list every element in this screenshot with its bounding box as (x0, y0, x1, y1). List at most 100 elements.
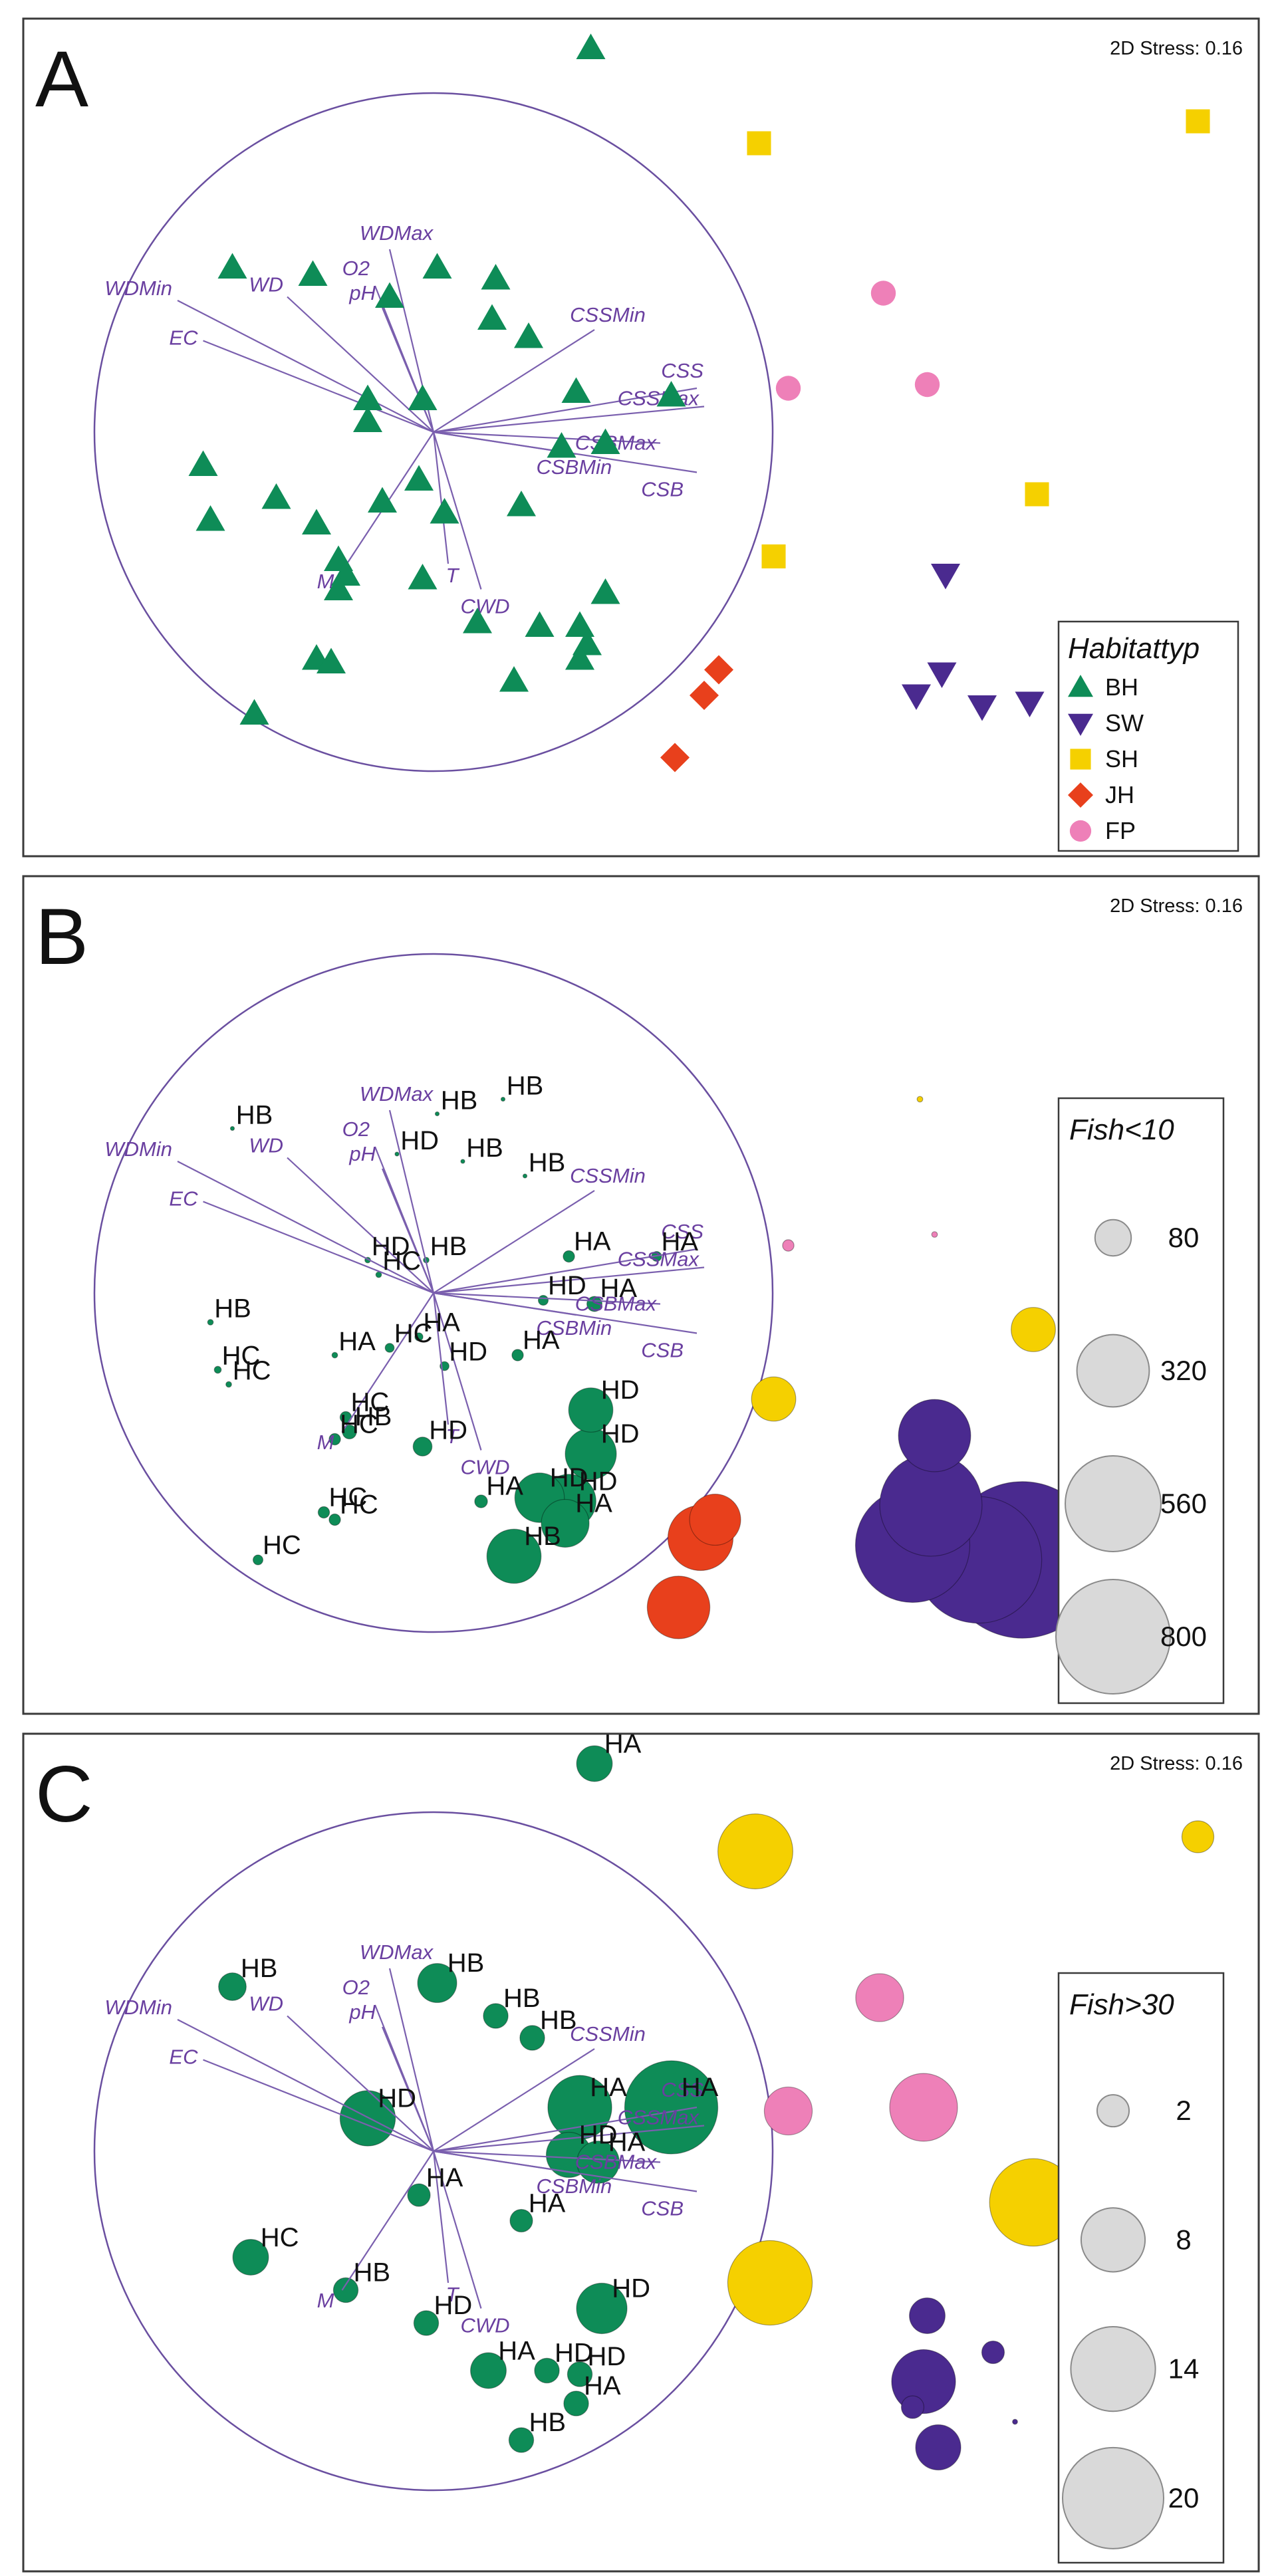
site-label: HC (350, 1388, 389, 1417)
site-label: HC (263, 1531, 301, 1560)
vector-arrow (388, 1968, 435, 2152)
bubble-fp (763, 2086, 813, 2136)
vector-label: O2 (342, 1976, 370, 1999)
bubble-bh (434, 1111, 440, 1117)
vector-label: CSSMax (618, 2106, 700, 2129)
site-label: HA (423, 1308, 460, 1338)
vector-arrow (388, 1110, 435, 1294)
bubble-bh (537, 1294, 549, 1306)
site-label: HA (574, 1227, 611, 1256)
vector-arrow (177, 1161, 434, 1294)
site-label: HA (498, 2336, 535, 2365)
bubble-sh (1011, 1307, 1056, 1352)
site-label: HD (449, 1337, 487, 1366)
bubble-bh (522, 1173, 528, 1179)
vector-arrow (433, 431, 661, 444)
site-marker-fp (914, 372, 940, 398)
site-marker-bh (217, 253, 247, 279)
site-label: HD (429, 1415, 467, 1445)
vector-label: WD (249, 1992, 283, 2016)
vector-arrow (432, 2151, 449, 2283)
bubble-bh (563, 2391, 589, 2416)
site-label: HA (682, 2073, 719, 2102)
bubble-bh (470, 2352, 507, 2389)
site-label: HD (550, 1463, 588, 1492)
vector-arrow (433, 1266, 705, 1294)
site-label: HD (601, 1375, 640, 1405)
legend-title: Fish>30 (1069, 1988, 1174, 2021)
site-marker-sw (927, 662, 957, 688)
vector-label: T (446, 564, 460, 587)
legend-marker-sw (1068, 713, 1093, 736)
site-marker-bh (565, 644, 594, 670)
vector-label: CSBMax (575, 1292, 658, 1316)
site-label: HD (587, 2342, 626, 2371)
site-label: HB (241, 1954, 278, 1983)
vector-arrow (287, 2015, 434, 2152)
site-marker-bh (422, 253, 452, 279)
legend-label: SH (1105, 745, 1138, 772)
vector-arrow (433, 1292, 661, 1305)
site-label: HD (579, 1466, 618, 1496)
legend-value: 800 (1160, 1621, 1207, 1652)
bubble-bh (384, 1343, 395, 1353)
vector-label: WD (249, 1134, 283, 1157)
vector-arrow (433, 1248, 698, 1294)
site-label: HA (604, 1729, 642, 1758)
vector-label: WDMax (360, 1940, 434, 1964)
site-label: HC (340, 1410, 378, 1439)
bubble-bh (500, 1096, 506, 1102)
bubble-bh (460, 1159, 465, 1164)
site-marker-bh (353, 384, 382, 410)
bubble-fp (782, 1239, 795, 1252)
site-marker-bh (561, 377, 591, 403)
site-label: HB (540, 2006, 577, 2035)
site-label: HB (430, 1232, 467, 1261)
bubble-bh (568, 1387, 614, 1433)
site-label: HD (548, 1271, 586, 1300)
legend-title: Habitattyp (1068, 632, 1200, 665)
site-label: HA (590, 2073, 627, 2102)
legend-marker-fp (1069, 820, 1092, 842)
vector-label: CSB (641, 478, 684, 501)
vector-arrow (433, 2125, 705, 2153)
vector-arrow (432, 2151, 482, 2309)
site-label: HA (523, 1326, 560, 1355)
vector-arrow (433, 1292, 698, 1334)
site-marker-sh (747, 131, 771, 156)
legend-bubble (1055, 1579, 1171, 1695)
bubble-bh (509, 2208, 533, 2233)
legend-value: 80 (1168, 1222, 1200, 1253)
vector-arrow (433, 1190, 595, 1294)
bubble-bh (317, 1506, 330, 1519)
vector-arrow (432, 1292, 482, 1451)
vector-label: CSSMax (618, 1248, 700, 1271)
bubble-bh (417, 1962, 457, 2004)
legend-value: 560 (1160, 1488, 1207, 1519)
vector-label: CSS (661, 1220, 704, 1243)
vector-arrow (433, 329, 595, 433)
vector-arrow (381, 1168, 435, 1294)
vector-label: EC (169, 326, 198, 350)
site-marker-bh (656, 381, 686, 407)
vector-arrow (177, 300, 434, 433)
vector-arrow (433, 2150, 661, 2163)
site-marker-bh (430, 498, 459, 524)
site-marker-sw (931, 564, 960, 590)
site-marker-jh (660, 743, 690, 772)
site-marker-bh (317, 647, 346, 673)
vector-label: WDMax (360, 1082, 434, 1106)
site-label: HA (584, 2371, 621, 2400)
site-label: HD (612, 2274, 650, 2303)
bubble-bh (394, 1151, 400, 1157)
vector-arrow (432, 1292, 449, 1425)
site-label: HD (372, 1232, 410, 1261)
site-marker-sw (1015, 691, 1045, 717)
site-marker-bh (499, 666, 529, 692)
bubble-bh (331, 1351, 338, 1359)
site-label: HD (579, 2120, 618, 2149)
vector-label: M (317, 1431, 334, 1454)
